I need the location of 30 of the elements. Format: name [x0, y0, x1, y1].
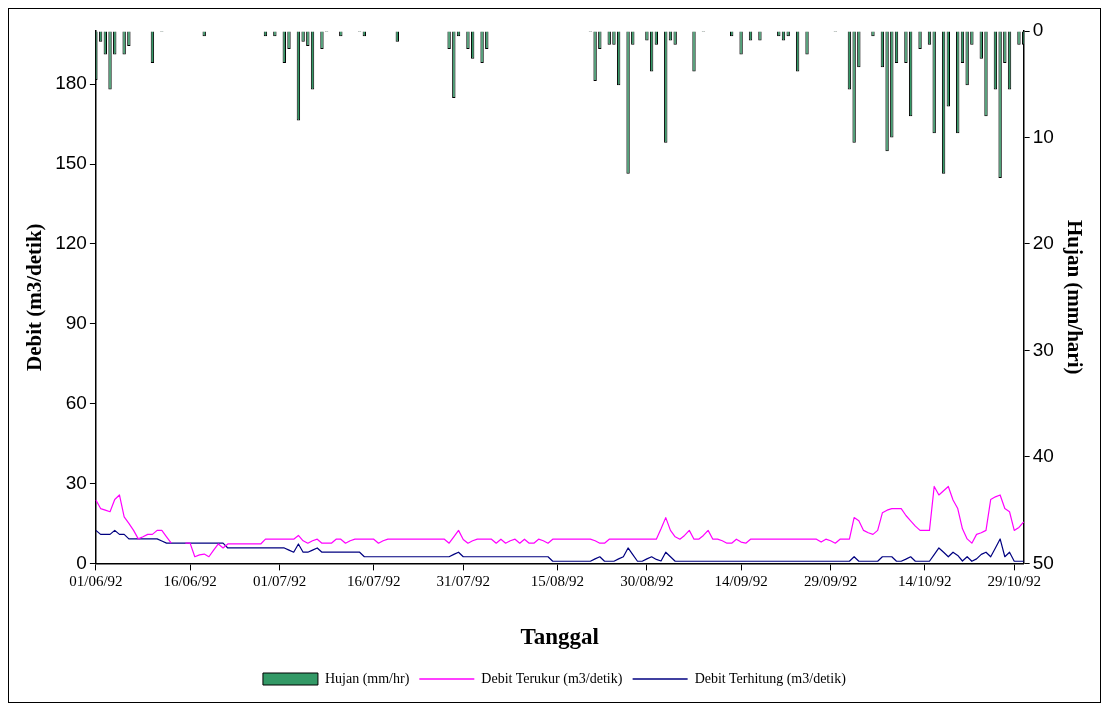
x-tick-label: 29/10/92	[987, 573, 1041, 590]
y2-tick-label: 10	[1032, 125, 1054, 147]
y-tick-label: 120	[55, 232, 87, 254]
y2-tick-label: 0	[1032, 19, 1044, 41]
y2-axis-title: Hujan (mm/hari)	[1062, 219, 1087, 375]
legend-label: Hujan (mm/hr)	[324, 670, 410, 687]
x-tick-label: 01/06/92	[69, 573, 123, 590]
x-axis-title: Tanggal	[520, 624, 599, 650]
y2-tick-label: 40	[1032, 445, 1054, 467]
legend-label: Debit Terhitung (m3/detik)	[694, 670, 847, 687]
x-tick-label: 31/07/92	[436, 573, 490, 590]
y-tick-label: 60	[65, 391, 87, 413]
y-tick-label: 150	[55, 152, 87, 174]
y2-tick-label: 20	[1032, 232, 1054, 254]
y-axis-title: Debit (m3/detik)	[22, 223, 47, 371]
x-tick-label: 14/09/92	[714, 573, 768, 590]
y2-tick-label: 50	[1032, 551, 1054, 573]
y2-tick-label: 30	[1032, 338, 1054, 360]
y-tick-label: 180	[55, 72, 87, 94]
y-tick-label: 30	[65, 471, 87, 493]
y-tick-label: 0	[76, 551, 87, 573]
x-tick-label: 29/09/92	[803, 573, 858, 590]
y-tick-label: 90	[65, 312, 87, 334]
x-tick-label: 16/07/92	[347, 573, 401, 590]
x-tick-label: 14/10/92	[898, 573, 952, 590]
x-tick-label: 01/07/92	[252, 573, 307, 590]
x-tick-label: 15/08/92	[530, 573, 585, 590]
legend-label: Debit Terukur (m3/detik)	[481, 670, 623, 687]
x-tick-label: 16/06/92	[163, 573, 217, 590]
x-tick-label: 30/08/92	[620, 573, 674, 590]
